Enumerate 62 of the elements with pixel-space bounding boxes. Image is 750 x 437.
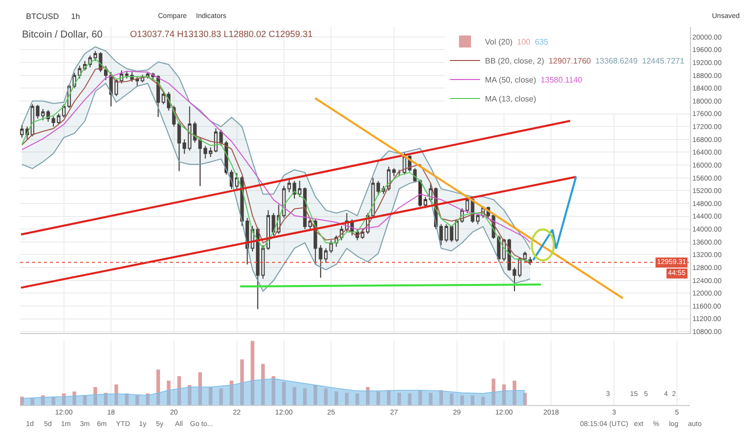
bar (303, 388, 307, 405)
chart-title: Bitcoin / Dollar, 60 (22, 30, 104, 40)
bar (20, 396, 24, 405)
annotation: 100 (517, 38, 531, 47)
legend-label: Vol (20) (485, 38, 513, 47)
bar (166, 380, 170, 405)
bar (386, 390, 391, 405)
candlestick (397, 169, 401, 177)
bar (470, 395, 474, 405)
bar (219, 388, 223, 405)
bar (30, 398, 34, 405)
bar (177, 376, 181, 405)
bar (314, 385, 318, 405)
bar (41, 395, 45, 405)
bar (324, 388, 328, 405)
bar (439, 390, 443, 405)
bar (83, 395, 87, 405)
bar (418, 390, 422, 405)
text: BTCUSD (26, 12, 60, 21)
bar (250, 340, 254, 405)
bar (135, 395, 140, 405)
bar (93, 387, 98, 405)
bar (52, 397, 56, 405)
bar (428, 392, 432, 405)
bar (502, 384, 506, 405)
bar (450, 393, 454, 405)
annotation: 635 (534, 38, 549, 47)
legend-label: MA (50, close) (485, 76, 536, 85)
text: 1h (71, 12, 80, 21)
line-series (532, 176, 578, 262)
bar (282, 382, 286, 405)
bar (492, 378, 496, 405)
legend-label: MA (13, close) (485, 94, 536, 104)
bar (397, 392, 402, 405)
bar (188, 385, 192, 405)
bar (272, 376, 276, 405)
bar (376, 392, 380, 405)
bar (366, 387, 370, 405)
annotation: 12907.1760 (548, 56, 592, 66)
candlestick (329, 240, 333, 254)
bar (408, 393, 412, 405)
legend-label: BB (20, close, 2) (485, 56, 544, 66)
bar (292, 387, 296, 405)
bar (230, 380, 234, 405)
bar (156, 370, 160, 405)
bar (208, 387, 212, 405)
bar (240, 359, 244, 405)
bar (460, 395, 464, 405)
annotation: 13580.1140 (540, 76, 583, 85)
chart-subtitle: O13037.74 H13130.83 L12880.02 C12959.31 (130, 29, 313, 39)
bar (523, 392, 527, 405)
annotation: 13368.6249 (595, 56, 638, 66)
bar (355, 393, 360, 405)
candlestick (523, 251, 527, 264)
bar (334, 392, 338, 405)
annotation: 12445.7271 (642, 56, 685, 66)
bar (344, 392, 349, 405)
bar (261, 364, 265, 405)
bar (481, 396, 485, 405)
bar (512, 380, 516, 405)
bar (114, 384, 118, 405)
bar (198, 372, 202, 405)
